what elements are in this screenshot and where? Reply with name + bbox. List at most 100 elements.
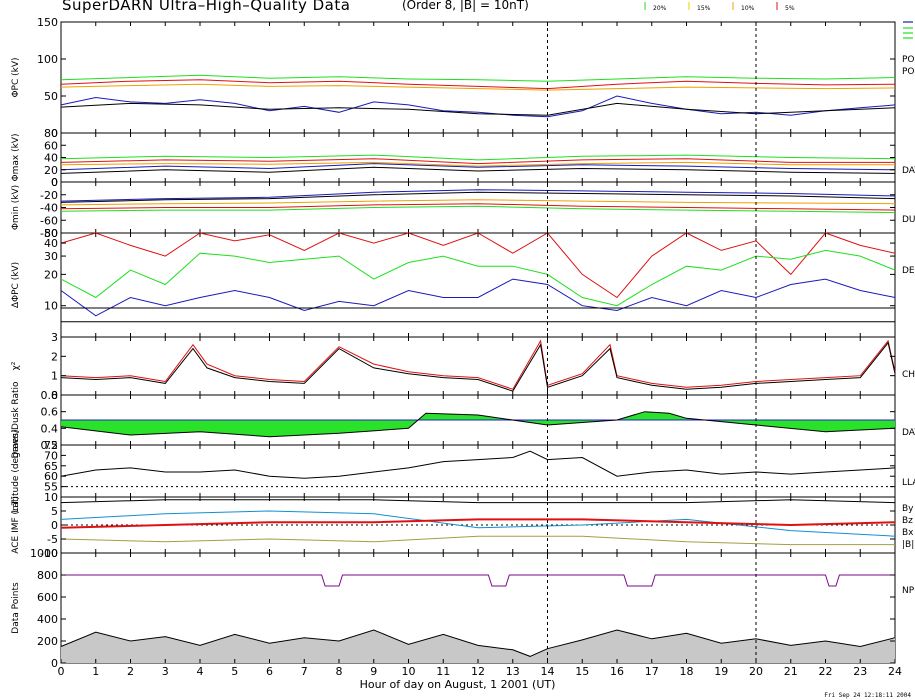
right-label: |B| [902, 540, 914, 550]
y-tick-label: 0 [51, 519, 58, 532]
y-axis-label: ΔΦPC (kV) [11, 262, 21, 308]
y-tick-label: -10 [40, 547, 58, 560]
series-line [60, 450, 896, 479]
x-tick-label: 5 [231, 665, 238, 678]
y-tick-label: 0.6 [41, 406, 59, 419]
series-line [60, 278, 896, 317]
series-line [60, 411, 896, 438]
right-label: NP [902, 586, 915, 596]
right-label: DE [902, 266, 915, 276]
y-tick-label: -80 [40, 227, 58, 240]
series-line [60, 341, 896, 392]
y-tick-label: 10 [44, 491, 58, 504]
series-line [60, 203, 896, 211]
x-axis-label: Hour of day on August, 1 2001 (UT) [359, 678, 556, 691]
y-tick-label: 0.2 [41, 439, 59, 452]
legend-label: 15% [697, 5, 711, 12]
y-tick-label: 0.4 [41, 422, 59, 435]
right-label: Bx [902, 528, 914, 538]
right-label: DU [902, 215, 915, 225]
timestamp: Fri Sep 24 12:18:11 2004 [824, 692, 911, 699]
y-tick-label: 50 [44, 90, 58, 103]
x-tick-label: 3 [162, 665, 169, 678]
y-tick-label: 10 [44, 300, 58, 313]
x-tick-label: 13 [506, 665, 520, 678]
series-line [61, 574, 895, 587]
y-axis-label: Latitude (degrees) [11, 429, 21, 512]
legend-label: 20% [653, 5, 667, 12]
right-label: CH [902, 370, 915, 380]
series-line [60, 102, 896, 116]
series-line [60, 535, 895, 546]
y-tick-label: 200 [37, 635, 58, 648]
y-tick-label: 100 [37, 53, 58, 66]
x-tick-label: 12 [471, 665, 485, 678]
y-axis-label: ACE IMF (nT) [11, 496, 21, 554]
series-line [60, 191, 896, 203]
panel-frame [60, 21, 896, 134]
y-tick-label: 50 [44, 227, 58, 240]
x-tick-label: 0 [58, 665, 65, 678]
y-tick-label: 1 [51, 370, 58, 383]
panel-frame [60, 444, 896, 498]
x-tick-label: 21 [784, 665, 798, 678]
series-line [60, 629, 896, 657]
series-line [60, 518, 896, 529]
y-axis-label: Φmin (kV) [11, 185, 21, 230]
series-line [60, 161, 895, 167]
y-tick-label: -60 [40, 214, 58, 227]
x-tick-label: 6 [266, 665, 273, 678]
y-axis-label: Dawn/Dusk Ratio [11, 381, 21, 459]
y-tick-label: 0.8 [41, 389, 59, 402]
series-line [60, 154, 896, 161]
x-tick-label: 19 [714, 665, 728, 678]
series-line [60, 339, 896, 390]
panel-frame [60, 336, 896, 396]
right-label: By [902, 504, 914, 514]
y-tick-label: 0 [51, 389, 58, 402]
y-tick-label: 800 [37, 569, 58, 582]
x-tick-label: 11 [436, 665, 450, 678]
x-tick-label: 22 [819, 665, 833, 678]
x-tick-label: 18 [680, 665, 694, 678]
y-tick-label: 60 [44, 470, 58, 483]
y-tick-label: 2 [51, 350, 58, 363]
y-tick-label: 0 [51, 657, 58, 670]
x-tick-label: 14 [541, 665, 555, 678]
chart-title: SuperDARN Ultra–High–Quality Data [62, 0, 351, 14]
x-tick-label: 4 [197, 665, 204, 678]
right-label: PO [902, 67, 915, 77]
y-tick-label: 400 [37, 613, 58, 626]
series-line [60, 189, 896, 202]
y-tick-label: 150 [37, 16, 58, 29]
y-tick-label: 40 [44, 152, 58, 165]
series-line [60, 83, 896, 91]
y-tick-label: 70 [44, 449, 58, 462]
y-tick-label: 3 [51, 331, 58, 344]
x-tick-label: 16 [610, 665, 624, 678]
y-tick-label: 5 [51, 505, 58, 518]
y-tick-label: 0 [51, 176, 58, 189]
x-tick-label: 10 [402, 665, 416, 678]
x-tick-label: 24 [888, 665, 902, 678]
right-label: DAY [902, 428, 915, 438]
y-axis-label: ΦPC (kV) [11, 57, 21, 97]
y-tick-label: 1000 [30, 547, 58, 560]
x-tick-label: 9 [370, 665, 377, 678]
chart-subtitle: (Order 8, |B| = 10nT) [402, 0, 529, 12]
x-tick-label: 7 [301, 665, 308, 678]
right-label: DAY [902, 166, 915, 176]
y-tick-label: 0 [51, 176, 58, 189]
y-tick-label: 75 [44, 439, 58, 452]
right-label: Bz [902, 516, 913, 526]
y-tick-label: 55 [44, 481, 58, 494]
ratio-fill [61, 411, 895, 437]
y-axis-label: Data Points [11, 582, 21, 634]
x-tick-label: 20 [749, 665, 763, 678]
y-tick-label: 65 [44, 460, 58, 473]
y-tick-label: 30 [44, 250, 58, 263]
y-tick-label: 80 [44, 127, 58, 140]
y-axis-label: χ² [11, 361, 21, 370]
y-tick-label: -40 [40, 202, 58, 215]
data-points-area [61, 630, 895, 663]
